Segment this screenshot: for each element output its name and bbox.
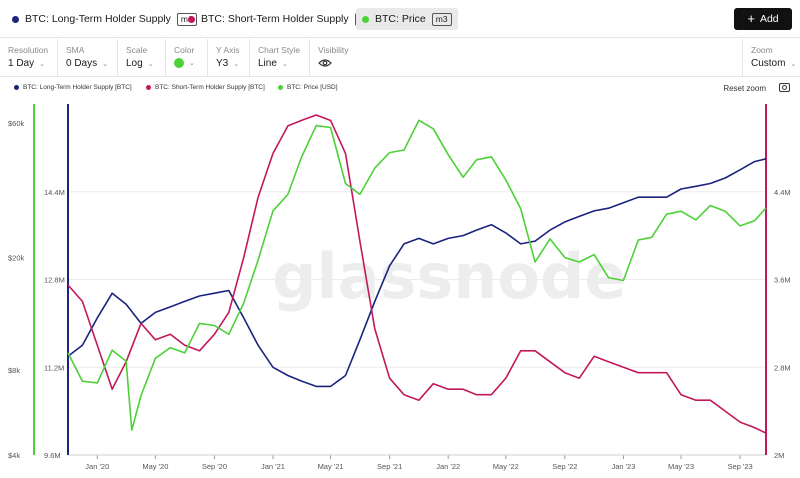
sths-series-line xyxy=(67,114,767,434)
x-tick-label: Sep '21 xyxy=(377,462,402,471)
scale-value: Log xyxy=(126,58,143,69)
legend-label: BTC: Price [USD] xyxy=(287,84,338,91)
legend-item-lths[interactable]: BTC: Long-Term Holder Supply [BTC] xyxy=(14,84,132,91)
tab-label: BTC: Long-Term Holder Supply xyxy=(25,13,171,25)
tab-long-term-holder-supply[interactable]: BTC: Long-Term Holder Supply m1 xyxy=(6,8,203,30)
sma-value: 0 Days xyxy=(66,58,98,69)
chevron-down-icon: ⌄ xyxy=(39,60,45,68)
series-color-dot-icon xyxy=(188,15,195,23)
x-tick-label: Jan '22 xyxy=(436,462,460,471)
visibility-toggle[interactable]: Visibility xyxy=(310,39,358,77)
lths-axis-tick-label: 12.8M xyxy=(44,276,65,285)
resolution-label: Resolution xyxy=(8,45,49,55)
tab-badge: m3 xyxy=(431,12,452,26)
color-select[interactable]: Color ⌄ xyxy=(166,39,208,77)
legend-label: BTC: Long-Term Holder Supply [BTC] xyxy=(23,84,132,91)
chart-style-label: Chart Style xyxy=(258,45,301,55)
legend-dot-icon xyxy=(14,85,19,90)
scale-label: Scale xyxy=(126,45,148,55)
sma-select[interactable]: SMA 0 Days ⌄ xyxy=(58,39,118,77)
zoom-label: Zoom xyxy=(751,45,773,55)
x-tick-label: May '23 xyxy=(668,462,694,471)
watermark: glassnode xyxy=(272,240,626,313)
legend-item-price[interactable]: BTC: Price [USD] xyxy=(278,84,338,91)
y-axis-label: Y Axis xyxy=(216,45,240,55)
sths-axis-tick-label: 4.4M xyxy=(774,188,791,197)
x-tick-label: Sep '22 xyxy=(552,462,577,471)
color-swatch-icon xyxy=(174,58,184,68)
price-axis-tick-label: $20k xyxy=(8,254,25,263)
legend-dot-icon xyxy=(278,85,283,90)
chart-tick-labels: Jan '20 May '20 Sep '20 Jan '21 May '21 Sep '… xyxy=(8,119,791,471)
camera-icon[interactable] xyxy=(779,83,790,92)
price-axis-tick-label: $8k xyxy=(8,366,20,375)
visibility-label: Visibility xyxy=(318,45,349,55)
x-tick-label: May '21 xyxy=(318,462,344,471)
chart-legend: BTC: Long-Term Holder Supply [BTC] BTC: … xyxy=(0,78,800,100)
x-tick-label: Jan '21 xyxy=(261,462,285,471)
eye-icon xyxy=(318,58,332,68)
sths-axis-tick-label: 2M xyxy=(774,451,784,460)
zoom-value: Custom xyxy=(751,58,786,69)
legend-dot-icon xyxy=(146,85,151,90)
reset-zoom-button[interactable]: Reset zoom xyxy=(723,84,766,93)
tab-label: BTC: Short-Term Holder Supply xyxy=(201,13,349,25)
sths-axis-tick-label: 2.8M xyxy=(774,363,791,372)
add-button-label: Add xyxy=(759,13,779,25)
chart-style-value: Line xyxy=(258,58,277,69)
chart-style-select[interactable]: Chart Style Line ⌄ xyxy=(250,39,310,77)
add-metric-button[interactable]: + Add xyxy=(734,8,792,30)
tab-label: BTC: Price xyxy=(375,13,426,25)
lths-axis-tick-label: 11.2M xyxy=(44,363,64,372)
legend-label: BTC: Short-Term Holder Supply [BTC] xyxy=(155,84,265,91)
scale-select[interactable]: Scale Log ⌄ xyxy=(118,39,166,77)
sma-label: SMA xyxy=(66,45,85,55)
price-axis-tick-label: $60k xyxy=(8,119,25,128)
lths-series-line xyxy=(67,158,767,388)
x-tick-label: May '20 xyxy=(142,462,168,471)
chevron-down-icon: ⌄ xyxy=(102,60,108,68)
y-axis-select[interactable]: Y Axis Y3 ⌄ xyxy=(208,39,250,77)
price-series-line xyxy=(67,119,767,431)
plus-icon: + xyxy=(747,11,755,26)
chart-controls-bar: Resolution 1 Day ⌄ SMA 0 Days ⌄ Scale Log ⌄… xyxy=(0,39,800,77)
chevron-down-icon: ⌄ xyxy=(233,60,240,68)
price-axis-tick-label: $4k xyxy=(8,451,20,460)
x-tick-label: Jan '20 xyxy=(85,462,109,471)
lths-axis-tick-label: 9.6M xyxy=(44,451,61,460)
chevron-down-icon: ⌄ xyxy=(147,60,154,68)
y-axis-value: Y3 xyxy=(216,58,229,69)
resolution-value: 1 Day xyxy=(8,58,35,69)
metric-tab-bar: BTC: Long-Term Holder Supply m1 BTC: Sho… xyxy=(0,0,800,38)
x-tick-label: Jan '23 xyxy=(611,462,635,471)
tab-btc-price[interactable]: BTC: Price m3 xyxy=(356,8,458,30)
series-color-dot-icon xyxy=(362,15,369,23)
zoom-select[interactable]: Zoom Custom ⌄ xyxy=(742,39,800,77)
tab-badge: m1 xyxy=(176,12,197,26)
chart-grid xyxy=(68,191,766,456)
sths-axis-tick-label: 3.6M xyxy=(774,276,791,285)
chart-series xyxy=(67,114,767,434)
chevron-down-icon: ⌄ xyxy=(281,60,288,68)
x-tick-label: May '22 xyxy=(493,462,519,471)
chevron-down-icon: ⌄ xyxy=(790,60,797,68)
chart-axes xyxy=(33,104,767,459)
series-color-dot-icon xyxy=(12,15,19,23)
color-label: Color xyxy=(174,45,195,55)
lths-axis-tick-label: 14.4M xyxy=(44,188,65,197)
x-tick-label: Sep '23 xyxy=(727,462,752,471)
resolution-select[interactable]: Resolution 1 Day ⌄ xyxy=(0,39,58,77)
x-tick-label: Sep '20 xyxy=(202,462,227,471)
legend-item-sths[interactable]: BTC: Short-Term Holder Supply [BTC] xyxy=(146,84,265,91)
chevron-down-icon: ⌄ xyxy=(189,60,195,67)
